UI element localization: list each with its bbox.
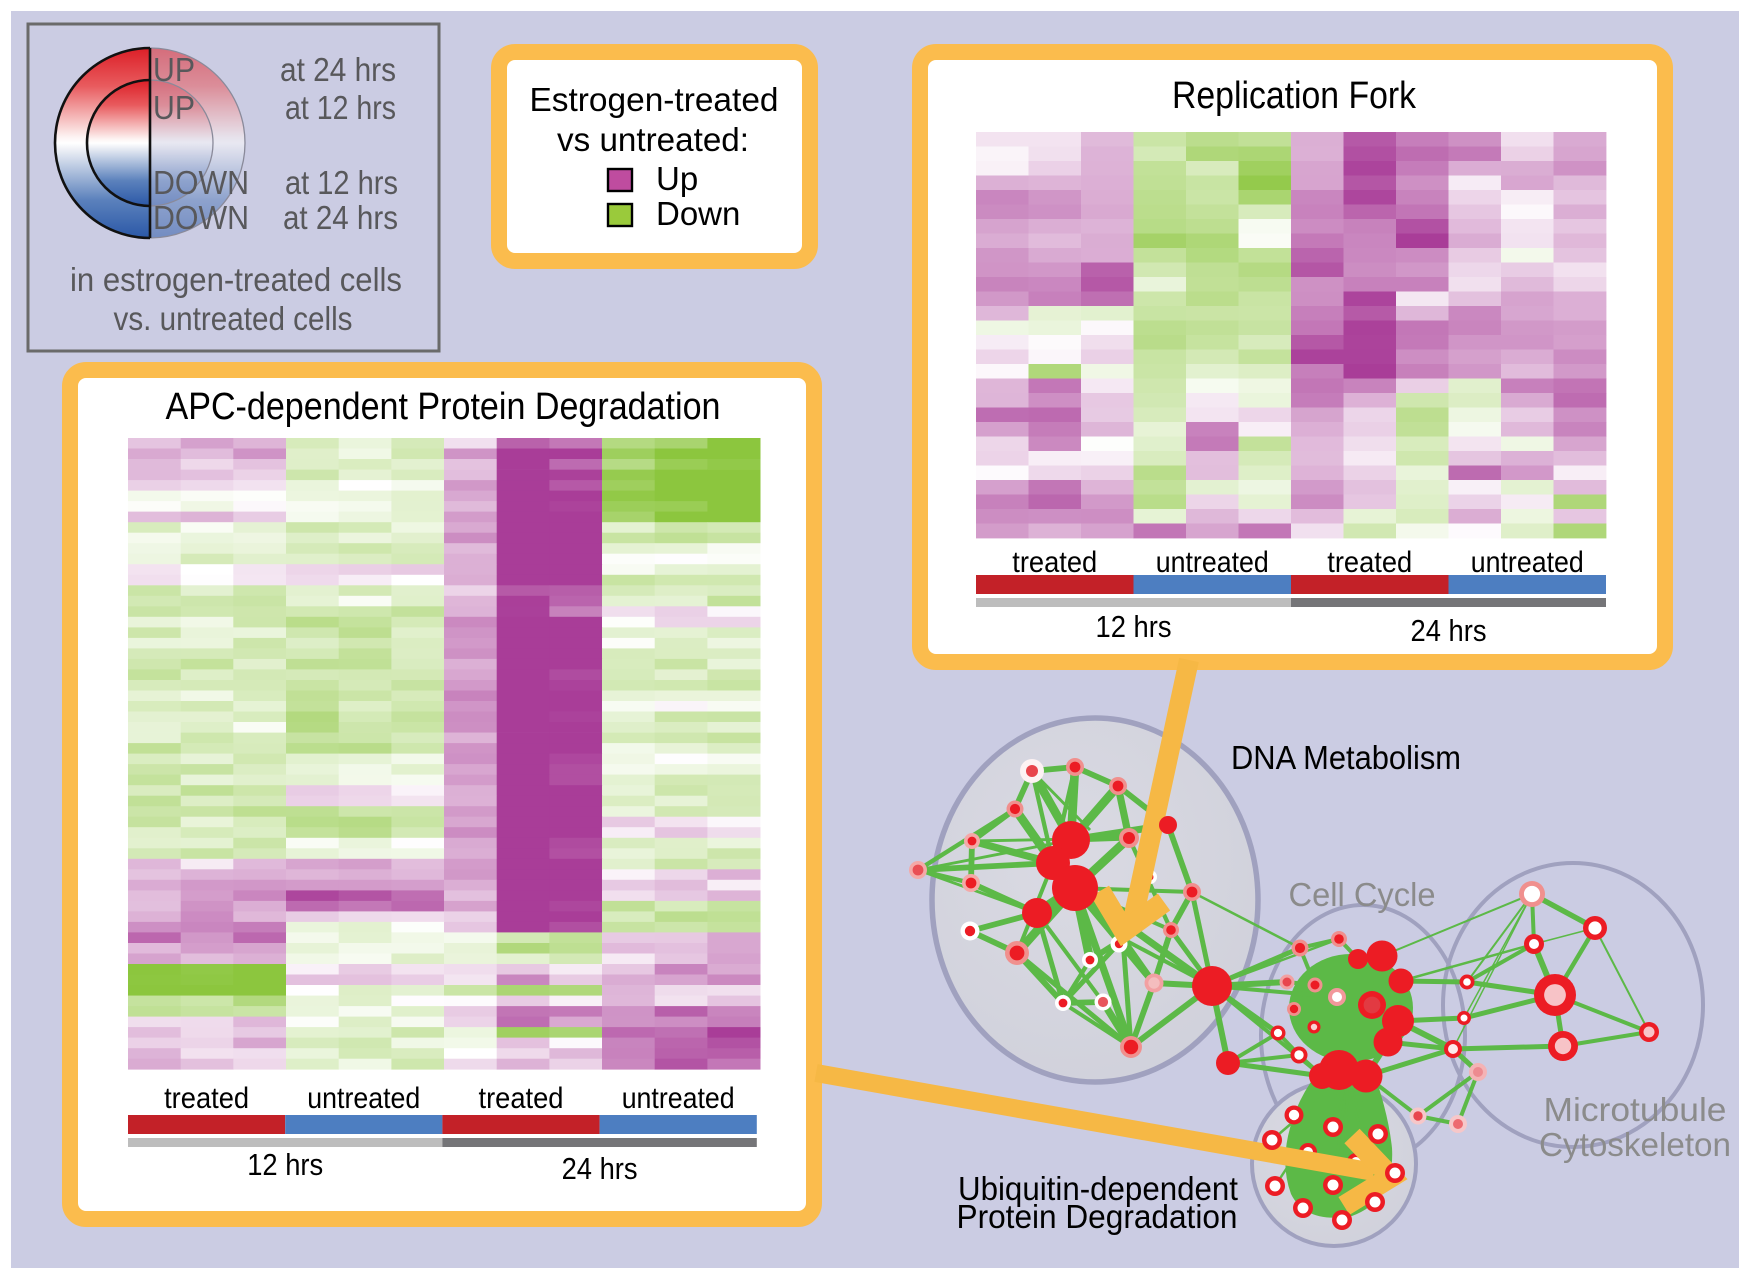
svg-text:treated: treated [479,1082,564,1115]
svg-text:at 24 hrs: at 24 hrs [280,51,396,88]
svg-text:Microtubule: Microtubule [1544,1091,1727,1128]
svg-text:Up: Up [656,160,698,197]
svg-text:vs untreated:: vs untreated: [557,121,749,158]
svg-text:24 hrs: 24 hrs [1411,613,1487,648]
svg-text:DOWN: DOWN [153,199,249,236]
svg-text:treated: treated [1012,546,1097,579]
svg-text:untreated: untreated [307,1082,420,1115]
svg-text:Estrogen-treated: Estrogen-treated [530,81,779,118]
svg-text:UP: UP [153,89,195,126]
svg-text:untreated: untreated [1471,546,1584,579]
svg-text:12 hrs: 12 hrs [1096,609,1172,644]
svg-text:vs. untreated cells: vs. untreated cells [114,300,353,337]
svg-text:UP: UP [153,51,195,88]
svg-text:Replication Fork: Replication Fork [1172,75,1417,117]
svg-text:treated: treated [1327,546,1412,579]
svg-text:12 hrs: 12 hrs [247,1147,323,1182]
svg-text:Down: Down [656,195,740,232]
svg-text:at 12 hrs: at 12 hrs [285,89,396,126]
svg-text:Cytoskeleton: Cytoskeleton [1539,1126,1731,1163]
svg-text:treated: treated [164,1082,249,1115]
svg-text:Ubiquitin-dependent: Ubiquitin-dependent [958,1170,1238,1207]
svg-text:24 hrs: 24 hrs [562,1151,638,1186]
svg-text:untreated: untreated [1156,546,1269,579]
svg-text:Cell Cycle: Cell Cycle [1289,876,1436,913]
svg-text:untreated: untreated [622,1082,735,1115]
svg-text:at 24 hrs: at 24 hrs [283,199,398,236]
svg-text:DOWN: DOWN [153,164,249,201]
svg-text:Protein Degradation: Protein Degradation [957,1198,1238,1235]
svg-text:DNA Metabolism: DNA Metabolism [1231,739,1461,776]
svg-text:in estrogen-treated cells: in estrogen-treated cells [70,261,402,298]
svg-text:at 12 hrs: at 12 hrs [285,164,398,201]
svg-text:APC-dependent Protein Degradat: APC-dependent Protein Degradation [166,386,721,428]
